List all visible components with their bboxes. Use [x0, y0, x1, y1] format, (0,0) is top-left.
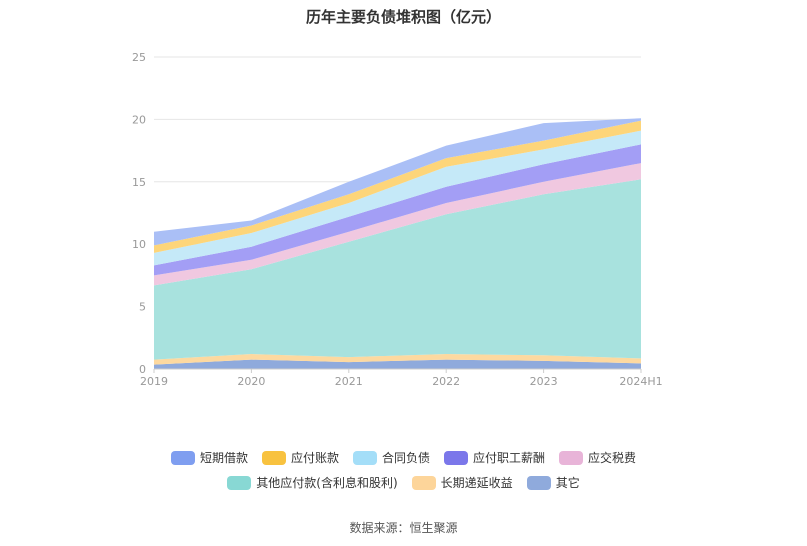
- legend-label: 合同负债: [381, 451, 430, 465]
- y-tick-label: 25: [132, 51, 146, 64]
- legend-swatch: [352, 450, 377, 465]
- area-应付职工薪酬: [154, 144, 641, 276]
- legend-item[interactable]: 应付职工薪酬: [444, 449, 545, 466]
- legend-swatch: [444, 450, 468, 465]
- legend-label: 短期借款: [199, 451, 248, 465]
- y-tick-label: 15: [132, 176, 146, 189]
- legend-label: 应交税费: [588, 451, 637, 465]
- x-tick-label: 2023: [530, 375, 558, 388]
- legend-row: 短期借款 应付账款 合同负债 应付职工薪酬 应交税费: [0, 449, 807, 466]
- legend-label: 应付账款: [290, 451, 339, 465]
- legend: 短期借款 应付账款 合同负债 应付职工薪酬 应交税费 其他应付款(含利息和股利) 长期递延…: [0, 449, 807, 499]
- legend-swatch: [261, 450, 286, 465]
- source-note: 数据来源：恒生聚源: [349, 521, 458, 535]
- area-长期递延收益: [154, 354, 641, 365]
- x-tick-label: 2021: [335, 375, 363, 388]
- area-合同负债: [154, 130, 641, 266]
- x-tick-label: 2019: [140, 375, 168, 388]
- area-应付账款: [154, 120, 641, 253]
- x-tick-label: 2024H1: [619, 375, 662, 388]
- y-tick-label: 0: [139, 363, 146, 376]
- area-其它: [154, 359, 641, 369]
- legend-swatch: [411, 475, 436, 490]
- legend-item[interactable]: 短期借款: [170, 449, 248, 466]
- legend-swatch: [227, 475, 252, 490]
- axes: 0 5 10 15 20 25 2019 2020 2021 2022 2023 2024H1: [132, 51, 663, 388]
- chart-title: 历年主要负债堆积图（亿元）: [305, 8, 501, 26]
- legend-label: 长期递延收益: [440, 476, 513, 490]
- y-tick-label: 10: [132, 238, 146, 251]
- y-tick-label: 20: [132, 113, 146, 126]
- legend-row: 其他应付款(含利息和股利) 长期递延收益 其它: [0, 474, 807, 491]
- legend-label: 其他应付款(含利息和股利): [256, 476, 398, 490]
- x-tick-label: 2020: [237, 375, 265, 388]
- legend-item[interactable]: 应付账款: [261, 449, 339, 466]
- legend-item[interactable]: 应交税费: [559, 449, 636, 466]
- legend-swatch: [170, 450, 195, 465]
- y-tick-label: 5: [139, 301, 146, 314]
- area-series: [154, 118, 641, 369]
- legend-label: 其它: [555, 476, 580, 490]
- area-短期借款: [154, 118, 641, 246]
- area-其他应付款(含利息和股利): [154, 179, 641, 360]
- area-应交税费: [154, 163, 641, 286]
- legend-item[interactable]: 其他应付款(含利息和股利): [227, 474, 398, 491]
- legend-item[interactable]: 其它: [526, 474, 580, 491]
- legend-item[interactable]: 长期递延收益: [411, 474, 513, 491]
- legend-label: 应付职工薪酬: [473, 451, 546, 465]
- legend-swatch: [526, 475, 551, 490]
- x-tick-label: 2022: [432, 375, 460, 388]
- legend-swatch: [559, 450, 584, 465]
- legend-item[interactable]: 合同负债: [352, 449, 430, 466]
